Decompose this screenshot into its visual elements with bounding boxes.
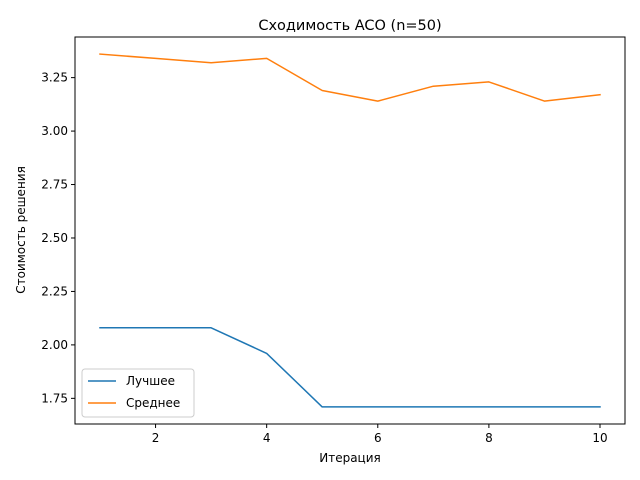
x-axis: 2 4 6 8 10 (152, 424, 608, 445)
x-tick-label: 4 (263, 431, 271, 445)
legend-label-best: Лучшее (126, 374, 175, 388)
y-axis: 1.75 2.00 2.25 2.50 2.75 3.00 3.25 (41, 71, 75, 405)
series-line-1 (99, 53, 601, 102)
legend: Лучшее Среднее (81, 368, 195, 418)
y-tick-label: 3.00 (41, 124, 68, 138)
x-tick-label: 2 (152, 431, 160, 445)
series-lines (99, 53, 601, 408)
y-tick-label: 1.75 (41, 391, 68, 405)
y-tick-label: 2.00 (41, 338, 68, 352)
plot-frame (74, 36, 626, 425)
x-tick-label: 6 (374, 431, 382, 445)
y-tick-label: 3.25 (41, 71, 68, 85)
y-tick-label: 2.50 (41, 231, 68, 245)
x-tick-label: 10 (592, 431, 607, 445)
x-tick-label: 8 (485, 431, 493, 445)
series-line-0 (99, 327, 601, 408)
x-axis-label: Итерация (319, 451, 381, 465)
legend-label-mean: Среднее (126, 396, 180, 410)
y-tick-label: 2.25 (41, 284, 68, 298)
y-axis-label: Стоимость решения (14, 166, 28, 294)
chart-title: Сходимость ACO (n=50) (258, 18, 441, 34)
y-tick-label: 2.75 (41, 178, 68, 192)
